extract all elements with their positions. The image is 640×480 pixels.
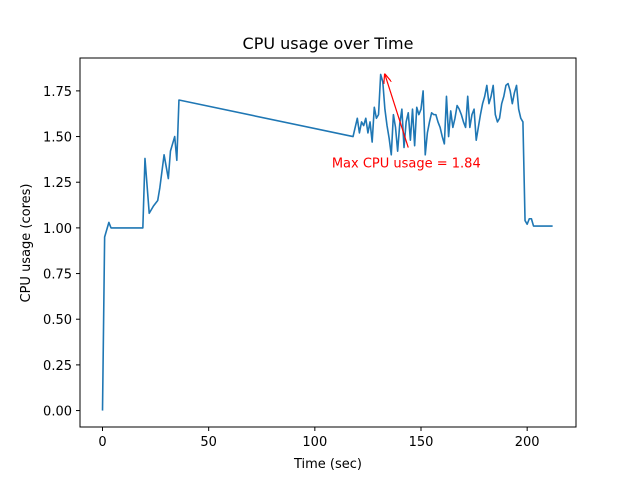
x-tick-label: 200 xyxy=(515,435,540,450)
x-tick-label: 0 xyxy=(98,435,106,450)
plot-area xyxy=(80,58,576,427)
x-axis-ticks: 0 50 100 150 200 xyxy=(98,427,540,450)
x-axis-label: Time (sec) xyxy=(293,457,362,472)
y-tick-label: 1.50 xyxy=(43,131,72,146)
x-tick-label: 50 xyxy=(200,435,217,450)
annotation-text: Max CPU usage = 1.84 xyxy=(332,157,481,172)
y-axis-label: CPU usage (cores) xyxy=(19,184,34,303)
chart-title: CPU usage over Time xyxy=(243,34,414,53)
x-tick-label: 100 xyxy=(302,435,327,450)
y-tick-label: 0.00 xyxy=(43,405,72,420)
y-tick-label: 1.00 xyxy=(43,222,72,237)
annotation-arrow xyxy=(385,74,409,148)
y-axis-ticks: 0.00 0.25 0.50 0.75 1.00 1.25 1.50 1.75 xyxy=(43,85,80,420)
cpu-usage-line xyxy=(101,73,553,411)
y-tick-label: 0.25 xyxy=(43,359,72,374)
series-layer xyxy=(101,73,553,411)
annotation: Max CPU usage = 1.84 xyxy=(332,74,481,172)
y-tick-label: 1.75 xyxy=(43,85,72,100)
y-tick-label: 0.50 xyxy=(43,313,72,328)
y-tick-label: 0.75 xyxy=(43,268,72,283)
x-tick-label: 150 xyxy=(409,435,434,450)
plot-frame xyxy=(79,57,577,428)
y-tick-label: 1.25 xyxy=(43,176,72,191)
